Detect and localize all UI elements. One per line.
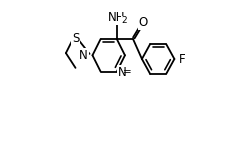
Text: F: F <box>179 52 185 66</box>
Text: NH: NH <box>108 11 126 24</box>
Text: N: N <box>118 66 127 79</box>
Text: 2: 2 <box>121 16 127 25</box>
Text: N: N <box>79 49 88 62</box>
Text: =: = <box>123 67 132 77</box>
Text: S: S <box>72 32 79 45</box>
Text: O: O <box>139 16 148 29</box>
